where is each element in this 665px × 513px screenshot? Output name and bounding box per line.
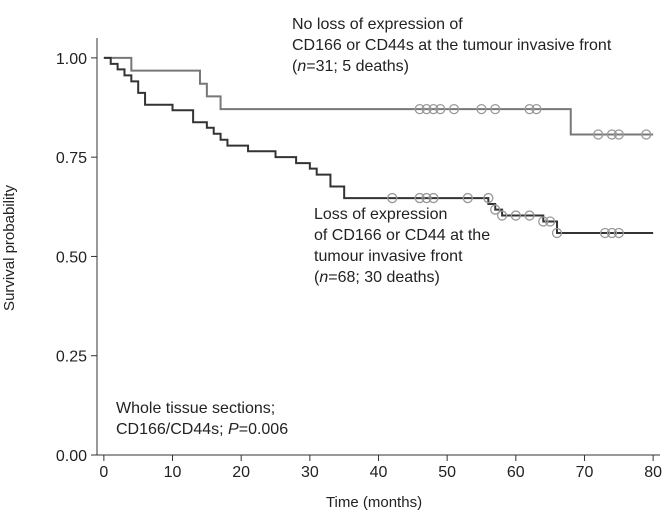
censor-marker [414,103,425,115]
censor-marker [421,103,432,115]
x-tick-label: 0 [99,464,108,481]
annotation-line: (n=68; 30 deaths) [314,267,490,288]
censor-marker [387,192,398,204]
annotation-text: =68; 30 deaths) [328,269,440,286]
censor-marker [448,103,460,115]
x-tick-label: 50 [438,464,456,481]
axes: 0 10 20 30 40 50 60 70 80 0.00 0.25 0.50 0.75 1.00 [56,38,662,481]
x-tick-label: 70 [576,464,594,481]
y-axis-title: Survival probability [1,185,18,311]
censor-marker [421,192,432,204]
survival-curve-1 [103,56,654,136]
censor-marker [641,129,652,140]
annotation-text: tumour invasive front [314,248,463,265]
censor-marker [524,103,535,115]
y-tick-label: 0.25 [56,349,87,366]
italic-symbol: n [319,269,329,286]
censor-marker [538,216,549,227]
annotation-text: ( [314,269,320,286]
censor-marker [531,103,542,115]
annotation-line: tumour invasive front [314,246,490,267]
annotation-text: =31; 5 deaths) [306,58,409,75]
censor-marker [599,227,611,239]
x-tick-label: 40 [370,464,388,481]
annotation-text: of CD166 or CD44 at the [314,227,491,244]
y-tick-label: 0.50 [56,249,87,266]
x-tick-label: 30 [301,464,319,481]
survival-curve-2 [103,56,654,235]
y-tick-label: 0.00 [56,448,87,465]
annotation-text: Whole tissue sections; [116,400,276,417]
annotation-text: =0.006 [238,421,289,438]
censor-marker [462,192,473,204]
annotation-text: Loss of expression [314,206,448,223]
censor-marker [490,204,501,215]
censor-marker [476,103,487,115]
annotation-line: (n=31; 5 deaths) [292,56,611,77]
censor-marker [428,103,439,115]
censor-marker [613,129,624,140]
annotation-text: ( [292,58,298,75]
censor-marker [414,192,425,204]
y-tick-label: 1.00 [56,51,87,68]
x-tick-label: 60 [507,464,525,481]
censor-marker [524,210,535,221]
annotation-line: Loss of expression [314,204,490,225]
annotation-line: CD166/CD44s; P=0.006 [116,419,288,440]
censor-marker [483,192,494,204]
annotation-line: CD166 or CD44s at the tumour invasive fr… [292,35,611,56]
censor-marker [613,227,624,239]
annotation-line: No loss of expression of [292,14,611,35]
censor-marker [435,103,446,115]
series-layer [103,56,654,239]
annotation-text: CD166/CD44s; [116,421,229,438]
italic-symbol: n [297,58,307,75]
censor-marker [544,216,556,227]
annotation-text: No loss of expression of [292,16,463,33]
annotation-p-value: Whole tissue sections; CD166/CD44s; P=0.0… [116,398,288,440]
censor-marker [490,103,501,115]
y-tick-label: 0.75 [56,150,87,167]
annotation-no-loss-group: No loss of expression of CD166 or CD44s a… [292,14,611,77]
x-axis-title: Time (months) [326,494,422,511]
censor-marker [606,129,618,140]
x-tick-label: 10 [164,464,182,481]
censor-marker [496,210,508,221]
annotation-line: Whole tissue sections; [116,398,288,419]
annotation-loss-group: Loss of expression of CD166 or CD44 at th… [314,204,490,288]
censor-marker [593,129,604,140]
x-tick-label: 80 [644,464,662,481]
censor-marker [551,227,563,239]
x-tick-label: 20 [232,464,250,481]
annotation-text: CD166 or CD44s at the tumour invasive fr… [292,37,612,54]
italic-symbol: P [228,421,239,438]
censor-marker [510,210,521,221]
annotation-line: of CD166 or CD44 at the [314,225,490,246]
censor-marker [606,227,618,239]
censor-marker [428,192,439,204]
